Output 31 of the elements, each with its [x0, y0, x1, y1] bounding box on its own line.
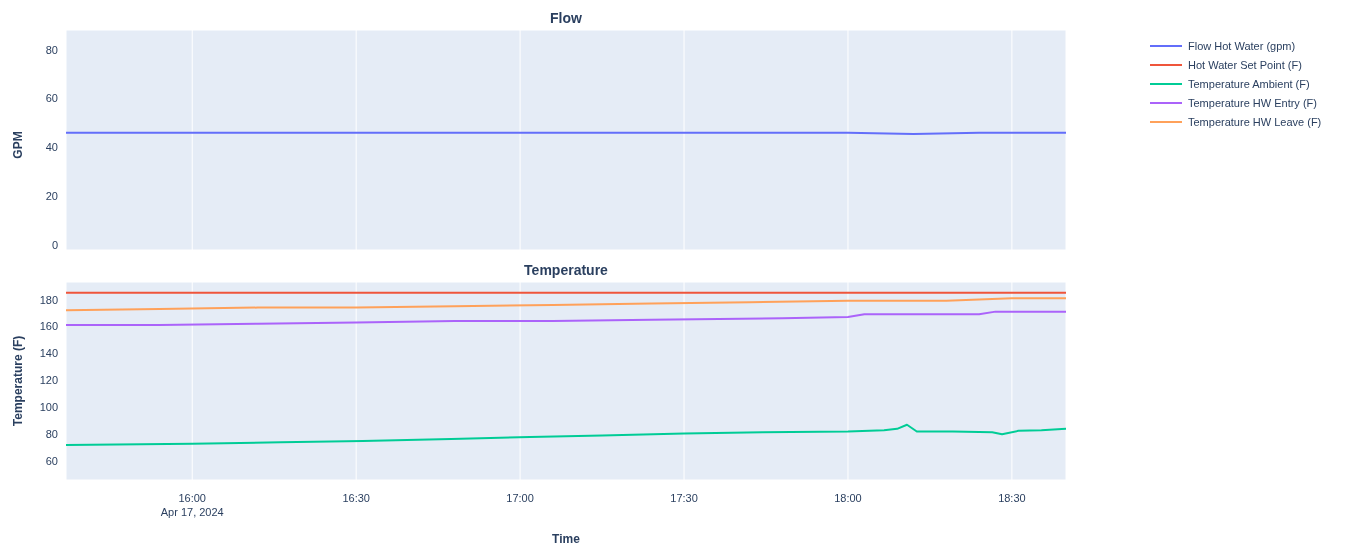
x-tick-label: 18:30 — [998, 492, 1026, 504]
y-tick-label: 60 — [45, 91, 58, 106]
y-tick-label: 180 — [39, 292, 58, 307]
legend-label: Flow Hot Water (gpm) — [1188, 39, 1296, 52]
y-tick-label: 0 — [51, 238, 58, 253]
x-axis-title: Time — [551, 532, 581, 546]
y-tick-label: 60 — [45, 454, 58, 469]
legend-label: Temperature Ambient (F) — [1188, 77, 1310, 90]
legend-label: Temperature HW Leave (F) — [1188, 115, 1322, 128]
y-tick-label: 100 — [39, 400, 58, 415]
x-tick-label: 18:00 — [834, 492, 862, 504]
chart-title: Flow — [549, 10, 583, 26]
y-tick-label: 140 — [39, 346, 58, 361]
y-tick-label: 80 — [45, 427, 58, 442]
y-axis-title: GPM — [11, 131, 25, 159]
legend-label: Hot Water Set Point (F) — [1188, 58, 1302, 71]
line-series — [66, 297, 1066, 312]
legend-label: Temperature HW Entry (F) — [1188, 96, 1317, 109]
y-tick-label: 160 — [39, 319, 58, 334]
x-tick-label: 16:30 — [342, 492, 370, 504]
chart-title: Temperature — [523, 262, 609, 278]
x-tick-label: 17:30 — [670, 492, 698, 504]
y-tick-label: 80 — [45, 42, 58, 57]
y-axis-title: Temperature (F) — [11, 335, 25, 427]
y-tick-label: 20 — [45, 189, 58, 204]
line-series — [66, 310, 1066, 327]
x-tick-label: 16:00 Apr 17, 2024 — [160, 492, 224, 518]
y-tick-label: 120 — [39, 373, 58, 388]
x-tick-label: 17:00 — [506, 492, 534, 504]
line-series — [66, 423, 1066, 446]
y-tick-label: 40 — [45, 140, 58, 155]
